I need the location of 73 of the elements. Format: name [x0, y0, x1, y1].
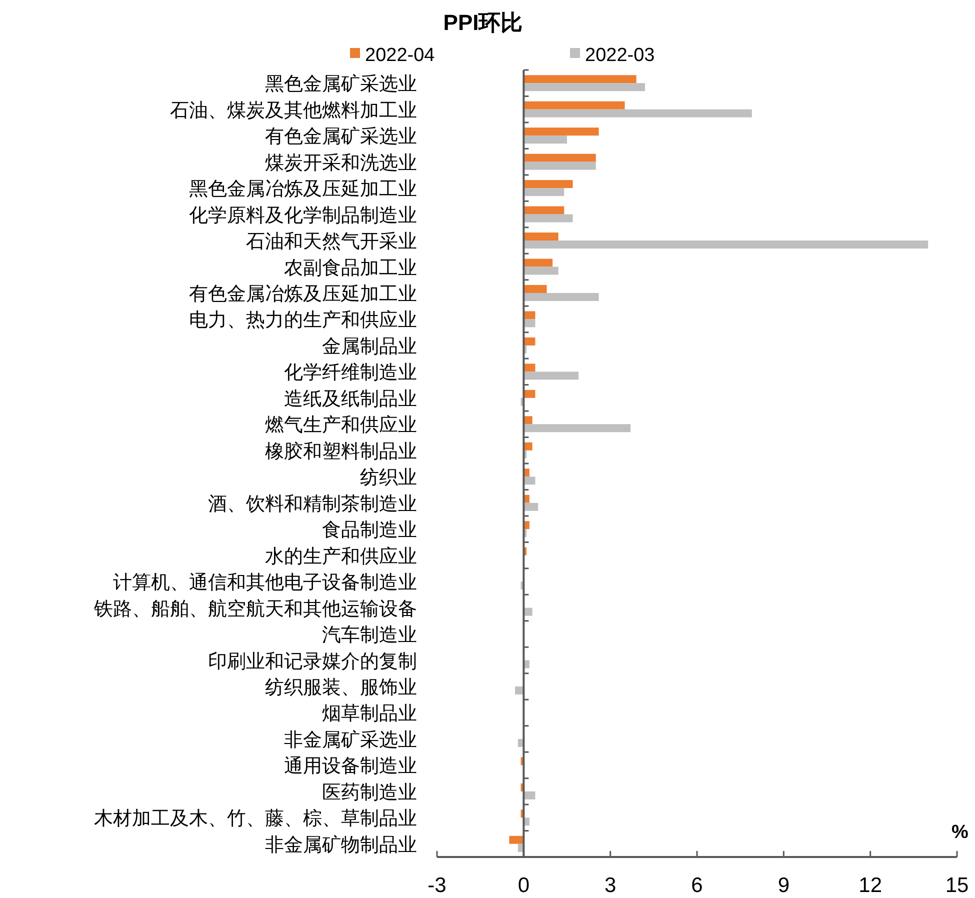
y-tick-label: 黑色金属冶炼及压延加工业 — [189, 179, 417, 200]
y-tick-label: 石油、煤炭及其他燃料加工业 — [170, 100, 417, 122]
bar — [524, 476, 536, 485]
y-tick-label: 有色金属冶炼及压延加工业 — [189, 284, 417, 305]
y-tick-label: 煤炭开采和洗选业 — [265, 152, 417, 174]
bar — [524, 188, 564, 196]
bar — [524, 608, 532, 616]
bar — [524, 136, 567, 144]
bar — [524, 791, 536, 800]
bar — [524, 162, 596, 170]
bar — [524, 266, 558, 275]
y-tick-label: 橡胶和塑料制品业 — [265, 440, 417, 462]
bar — [524, 101, 625, 110]
bar — [524, 206, 564, 214]
bar — [524, 337, 536, 346]
bar — [509, 836, 524, 844]
y-tick-label: 燃气生产和供应业 — [265, 414, 417, 436]
bar — [524, 390, 536, 398]
y-tick-label: 黑色金属矿采选业 — [265, 73, 417, 96]
x-tick-label: 3 — [604, 874, 616, 897]
bar — [524, 284, 547, 293]
x-tick-label: 15 — [945, 874, 969, 897]
bar — [524, 232, 558, 241]
y-tick-label: 汽车制造业 — [322, 625, 417, 646]
bar — [524, 258, 553, 267]
y-tick-label: 化学原料及化学制品制造业 — [189, 205, 417, 226]
x-tick-label: -3 — [428, 874, 446, 897]
y-tick-label: 印刷业和记录媒介的复制 — [208, 651, 417, 672]
bar — [524, 75, 636, 84]
x-tick-label: 0 — [518, 874, 530, 897]
legend-label: 2022-03 — [585, 45, 655, 66]
bar — [524, 319, 536, 328]
y-tick-label: 医药制造业 — [322, 782, 417, 804]
x-tick-label: 6 — [691, 874, 703, 897]
y-tick-label: 电力、热力的生产和供应业 — [189, 309, 417, 332]
bar — [524, 502, 538, 511]
y-tick-label: 计算机、通信和其他电子设备制造业 — [113, 572, 417, 594]
bar — [524, 240, 928, 249]
y-tick-label: 金属制品业 — [322, 336, 417, 358]
y-tick-label: 木材加工及木、竹、藤、棕、草制品业 — [94, 808, 417, 830]
y-tick-label: 通用设备制造业 — [284, 756, 417, 778]
y-tick-label: 有色金属矿采选业 — [265, 126, 417, 148]
chart-title: PPI环比 — [443, 10, 523, 35]
y-tick-label: 酒、饮料和精制茶制造业 — [208, 494, 417, 515]
bar — [524, 364, 536, 372]
y-tick-label: 烟草制品业 — [322, 704, 417, 725]
y-tick-label: 纺织业 — [360, 468, 417, 489]
bar — [524, 311, 536, 320]
y-tick-label: 石油和天然气开采业 — [246, 232, 417, 253]
x-axis-title: % — [952, 822, 969, 843]
legend-label: 2022-04 — [365, 45, 436, 66]
bar — [524, 442, 532, 450]
bar — [524, 83, 645, 92]
x-tick-label: 12 — [858, 874, 882, 897]
y-tick-label: 纺织服装、服饰业 — [265, 677, 417, 698]
bar — [524, 292, 599, 301]
bar — [524, 416, 532, 424]
bar — [524, 424, 631, 432]
bar — [524, 128, 599, 136]
bar — [524, 154, 596, 162]
y-tick-label: 非金属矿物制品业 — [265, 834, 417, 856]
y-tick-label: 化学纤维制造业 — [284, 362, 417, 384]
y-tick-label: 造纸及纸制品业 — [284, 388, 417, 410]
y-tick-label: 食品制造业 — [322, 520, 417, 542]
y-tick-label: 水的生产和供应业 — [265, 545, 417, 568]
y-tick-label: 农副食品加工业 — [284, 258, 417, 279]
bar — [524, 372, 579, 380]
bar — [524, 109, 752, 118]
bar — [524, 180, 573, 188]
y-tick-label: 铁路、船舶、航空航天和其他运输设备 — [93, 598, 417, 620]
y-tick-label: 非金属矿采选业 — [284, 728, 417, 751]
bar — [524, 214, 573, 222]
x-tick-label: 9 — [778, 874, 790, 897]
